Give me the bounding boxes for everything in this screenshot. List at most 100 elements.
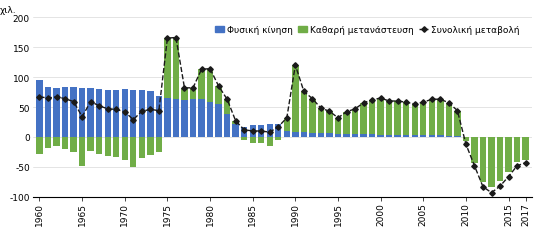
Bar — [241, 127, 247, 137]
Bar — [463, 137, 469, 142]
Bar — [70, 137, 77, 152]
Bar — [369, 134, 376, 137]
Bar — [335, 134, 341, 137]
Bar — [522, 137, 529, 140]
Bar — [420, 136, 427, 137]
Bar — [489, 137, 495, 143]
Bar — [113, 90, 119, 137]
Bar — [258, 125, 265, 137]
Bar — [36, 81, 43, 137]
Bar — [386, 136, 392, 137]
Bar — [369, 100, 376, 134]
Bar — [62, 87, 68, 137]
Bar — [139, 91, 145, 137]
Bar — [360, 134, 367, 137]
Bar — [292, 66, 299, 133]
Bar — [497, 137, 503, 181]
Bar — [155, 96, 162, 137]
Bar — [437, 100, 443, 136]
Bar — [70, 87, 77, 137]
Bar — [309, 133, 316, 137]
Bar — [199, 70, 205, 100]
Bar — [394, 102, 401, 136]
Bar — [36, 137, 43, 154]
Bar — [53, 137, 60, 146]
Bar — [412, 105, 418, 136]
Bar — [113, 137, 119, 157]
Bar — [480, 137, 486, 142]
Bar — [181, 100, 188, 137]
Bar — [155, 137, 162, 152]
Bar — [173, 38, 179, 100]
Bar — [139, 137, 145, 158]
Bar — [420, 103, 427, 136]
Bar — [173, 100, 179, 137]
Bar — [45, 137, 51, 148]
Bar — [301, 92, 307, 133]
Bar — [96, 137, 102, 154]
Bar — [232, 121, 239, 124]
Bar — [412, 136, 418, 137]
Bar — [445, 136, 452, 137]
Bar — [130, 90, 137, 137]
Bar — [326, 134, 332, 137]
Bar — [96, 90, 102, 137]
Bar — [309, 99, 316, 133]
Bar — [480, 137, 486, 182]
Bar — [250, 137, 256, 143]
Bar — [199, 100, 205, 137]
Bar — [190, 88, 196, 99]
Bar — [266, 137, 273, 146]
Bar — [497, 137, 503, 143]
Bar — [53, 88, 60, 137]
Bar — [463, 137, 469, 140]
Bar — [62, 137, 68, 149]
Bar — [352, 109, 358, 134]
Bar — [378, 99, 384, 136]
Bar — [147, 137, 153, 155]
Bar — [88, 88, 94, 137]
Bar — [471, 137, 478, 163]
Bar — [292, 133, 299, 137]
Bar — [284, 118, 290, 131]
Bar — [147, 92, 153, 137]
Bar — [266, 124, 273, 137]
Bar — [79, 88, 86, 137]
Bar — [514, 137, 520, 162]
Bar — [343, 112, 350, 134]
Bar — [104, 90, 111, 137]
Bar — [429, 136, 435, 137]
Bar — [360, 103, 367, 134]
Bar — [164, 39, 171, 99]
Bar — [445, 103, 452, 136]
Bar — [104, 137, 111, 156]
Bar — [79, 137, 86, 166]
Bar — [258, 137, 265, 143]
Bar — [378, 136, 384, 137]
Bar — [215, 87, 222, 105]
Bar — [224, 100, 230, 115]
Bar — [394, 136, 401, 137]
Bar — [318, 134, 324, 137]
Bar — [335, 118, 341, 134]
Bar — [301, 133, 307, 137]
Bar — [122, 137, 128, 160]
Bar — [318, 109, 324, 134]
Bar — [215, 105, 222, 137]
Bar — [352, 134, 358, 137]
Bar — [454, 111, 461, 137]
Bar — [164, 99, 171, 137]
Bar — [489, 137, 495, 187]
Bar — [122, 90, 128, 137]
Bar — [275, 124, 281, 137]
Bar — [181, 88, 188, 100]
Bar — [505, 137, 512, 142]
Bar — [190, 99, 196, 137]
Bar — [232, 124, 239, 137]
Bar — [207, 102, 213, 137]
Bar — [403, 136, 409, 137]
Text: χιλ.: χιλ. — [0, 6, 17, 15]
Bar — [224, 115, 230, 137]
Bar — [505, 137, 512, 172]
Bar — [471, 137, 478, 140]
